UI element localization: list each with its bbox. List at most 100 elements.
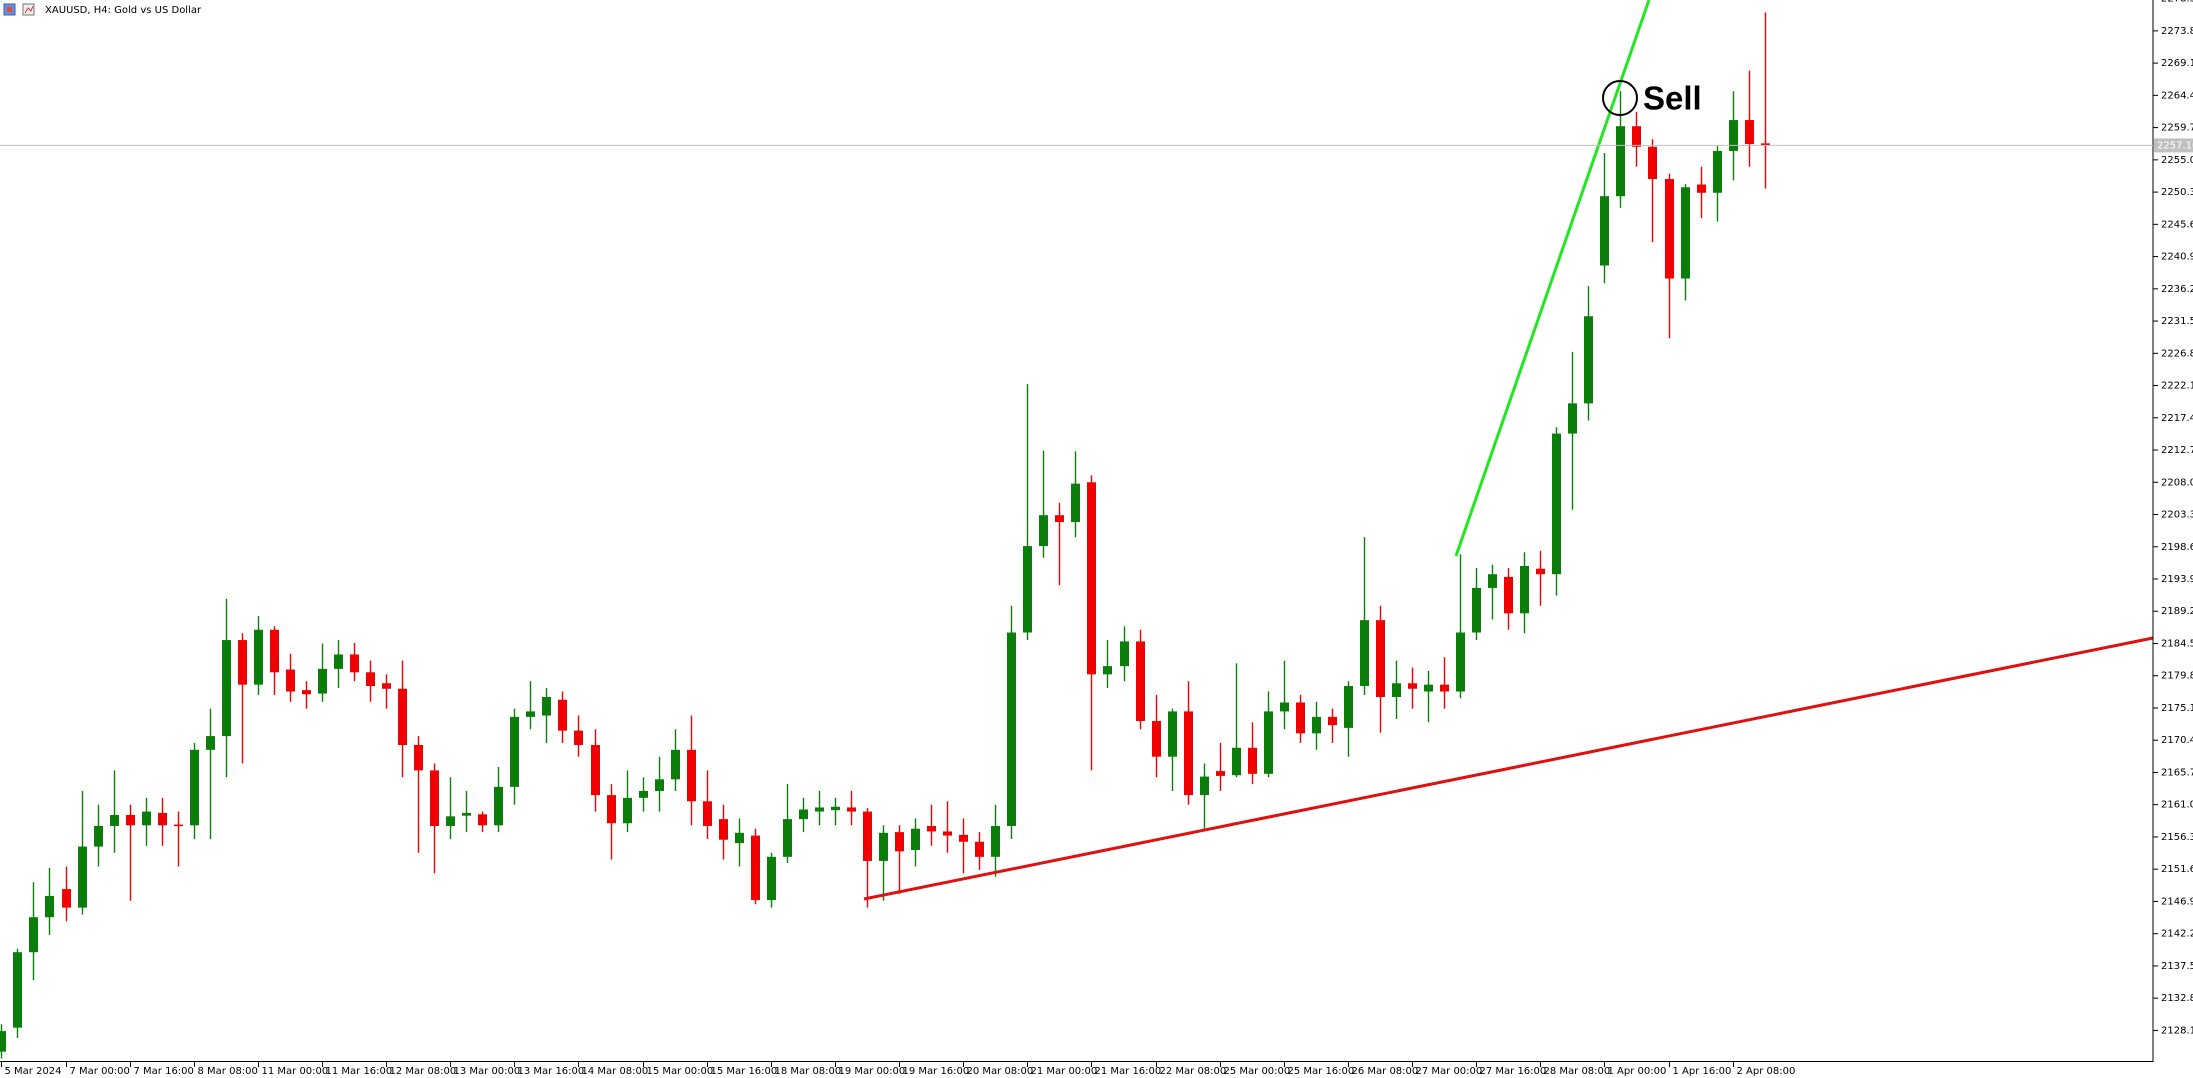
candle-body: [671, 749, 680, 780]
candle-body: [911, 828, 920, 850]
x-tick-label: 19 Mar 00:00: [839, 1066, 906, 1077]
x-tick-label: 19 Mar 16:00: [903, 1066, 970, 1077]
candle-body: [1552, 433, 1561, 575]
y-tick-label: 2278.50: [2161, 0, 2193, 5]
x-tick-label: 26 Mar 08:00: [1352, 1066, 1419, 1077]
candle-body: [1216, 771, 1225, 776]
candle-body: [494, 786, 503, 826]
toolbar-icons: [3, 3, 35, 16]
candle-body: [1681, 187, 1690, 279]
candle-body: [430, 770, 439, 826]
x-tick-label: 1 Apr 16:00: [1673, 1066, 1732, 1077]
y-tick-label: 2245.60: [2161, 219, 2193, 230]
candle-body: [1039, 515, 1048, 547]
y-tick-label: 2259.70: [2161, 123, 2193, 134]
candle-body: [1023, 546, 1032, 633]
x-tick-label: 2 Apr 08:00: [1737, 1066, 1796, 1077]
candle-body: [1504, 576, 1513, 614]
y-tick-label: 2226.80: [2161, 348, 2193, 359]
candle-body: [366, 672, 375, 687]
x-tick-label: 5 Mar 2024: [5, 1066, 62, 1077]
candle-body: [1536, 568, 1545, 575]
y-tick-label: 2146.90: [2161, 896, 2193, 907]
candle-body: [398, 688, 407, 746]
y-tick-label: 2255.00: [2161, 155, 2193, 166]
candle-body: [767, 856, 776, 901]
x-tick-label: 21 Mar 00:00: [1031, 1066, 1098, 1077]
candle-body: [1520, 565, 1529, 614]
candle-body: [1120, 641, 1129, 667]
x-tick-label: 20 Mar 08:00: [967, 1066, 1034, 1077]
candle-body: [607, 795, 616, 824]
candle-body: [302, 690, 311, 695]
y-tick-label: 2142.20: [2161, 929, 2193, 940]
chart-title: XAUUSD, H4: Gold vs US Dollar: [45, 5, 202, 16]
candle-body: [1665, 179, 1674, 279]
up-trendline: [1454, 0, 1651, 557]
y-tick-label: 2208.00: [2161, 477, 2193, 488]
candle-body: [815, 807, 824, 812]
candle-body: [574, 730, 583, 746]
candle-body: [1440, 684, 1449, 692]
x-tick-label: 18 Mar 08:00: [775, 1066, 842, 1077]
icon: [7, 7, 12, 12]
candle-body: [206, 736, 215, 750]
candle-body: [238, 640, 247, 685]
candle-body: [591, 745, 600, 796]
candle-body: [1007, 632, 1016, 826]
x-tick-label: 15 Mar 16:00: [711, 1066, 778, 1077]
y-tick-label: 2161.00: [2161, 800, 2193, 811]
x-tick-label: 7 Mar 16:00: [134, 1066, 194, 1077]
candle-body: [254, 629, 263, 685]
y-tick-label: 2189.20: [2161, 606, 2193, 617]
candle-body: [1616, 126, 1625, 197]
candle-body: [1168, 711, 1177, 757]
icon: [24, 5, 34, 14]
candle-body: [991, 825, 1000, 857]
candle-body: [78, 846, 87, 908]
candle-body: [334, 654, 343, 669]
candle-body: [687, 749, 696, 802]
candle-body: [350, 654, 359, 673]
candle-body: [526, 711, 535, 717]
candle-body: [751, 835, 760, 901]
candle-body: [29, 917, 38, 953]
support-trendline: [863, 636, 2154, 901]
y-tick-label: 2236.20: [2161, 284, 2193, 295]
candle-body: [831, 806, 840, 811]
candle-body: [623, 797, 632, 824]
candle-body: [1713, 150, 1722, 193]
x-tick-label: 15 Mar 00:00: [647, 1066, 714, 1077]
candle-body: [1280, 702, 1289, 712]
candle-body: [927, 825, 936, 832]
candle-body: [1312, 716, 1321, 734]
x-tick-label: 22 Mar 08:00: [1160, 1066, 1227, 1077]
x-tick-label: 1 Apr 00:00: [1608, 1066, 1667, 1077]
x-tick-label: 11 Mar 16:00: [326, 1066, 393, 1077]
y-tick-label: 2179.80: [2161, 671, 2193, 682]
candle-body: [1648, 146, 1657, 180]
x-tick-label: 14 Mar 08:00: [582, 1066, 649, 1077]
plot-area: [0, 12, 1770, 1059]
x-tick-label: 8 Mar 08:00: [198, 1066, 258, 1077]
candle-body: [1264, 711, 1273, 774]
current-price-label: 2257.10: [2157, 140, 2193, 151]
candle-body: [542, 696, 551, 716]
candle-body: [286, 669, 295, 692]
candle-body: [142, 811, 151, 826]
candle-body: [975, 841, 984, 857]
candle-body: [478, 814, 487, 826]
y-tick-label: 2184.50: [2161, 638, 2193, 649]
y-tick-label: 2198.60: [2161, 542, 2193, 553]
candle-body: [414, 745, 423, 771]
candle-body: [318, 668, 327, 694]
candle-body: [1087, 482, 1096, 675]
sell-marker: [1602, 80, 1638, 116]
candle-body: [1456, 632, 1465, 692]
candle-body: [62, 889, 71, 908]
candle-body: [1184, 711, 1193, 796]
candle-body: [895, 832, 904, 852]
x-tick-label: 21 Mar 16:00: [1095, 1066, 1162, 1077]
